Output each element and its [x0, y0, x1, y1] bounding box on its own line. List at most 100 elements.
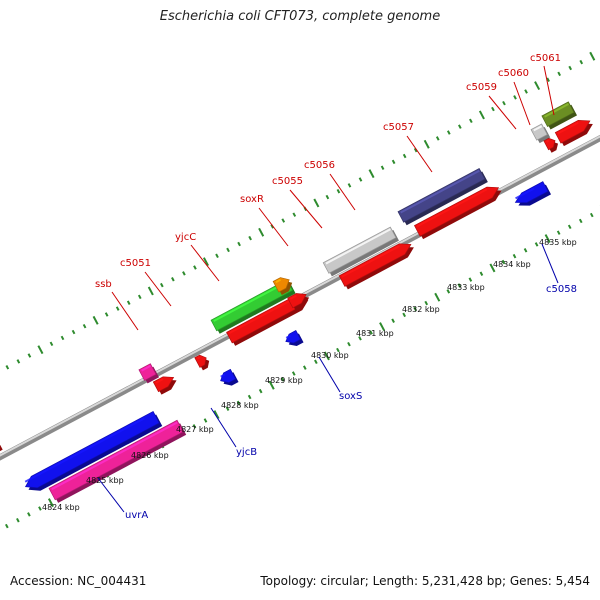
feature-highlight — [213, 281, 288, 322]
leader-line — [406, 135, 433, 173]
scale-label: 4829 kbp — [265, 376, 303, 385]
scale-label: 4834 kbp — [493, 260, 531, 269]
gene-label-yjcC: yjcC — [175, 232, 196, 243]
leader-line — [513, 81, 531, 126]
gene-yjcC — [210, 279, 296, 334]
gene-soxS — [285, 330, 304, 346]
scale-label: 4832 kbp — [402, 305, 440, 314]
tick-mark — [248, 235, 252, 241]
leader-line — [258, 207, 289, 247]
feature-highlight — [155, 378, 164, 384]
tick-mark — [226, 247, 230, 253]
tick-mark — [579, 59, 584, 65]
tick-mark — [5, 365, 10, 370]
feature-highlight — [400, 169, 480, 214]
tick-mark — [446, 130, 451, 135]
tick-mark — [47, 498, 54, 508]
feature-highlight — [325, 228, 391, 265]
feature-body — [338, 243, 412, 287]
tick-mark — [424, 300, 429, 306]
tick-mark — [303, 365, 307, 370]
tick-mark — [501, 259, 506, 265]
tick-mark — [71, 329, 76, 335]
feature-highlight — [220, 373, 226, 378]
feature-highlight — [141, 365, 151, 372]
gene-edge-left — [0, 444, 3, 452]
tick-mark — [27, 512, 31, 517]
tick-mark — [237, 241, 241, 247]
leader-line — [488, 95, 517, 130]
gene-label-c5051: c5051 — [120, 258, 151, 269]
tick-mark — [391, 318, 395, 323]
tick-mark — [557, 71, 561, 77]
tick-mark — [380, 165, 385, 170]
feature-body — [397, 167, 486, 223]
gene-c5051 — [194, 354, 210, 371]
tick-mark — [171, 277, 175, 282]
gene-label-soxS: soxS — [339, 391, 362, 402]
tick-mark — [489, 263, 496, 273]
gene-label-ssb: ssb — [95, 279, 112, 290]
gene-label-c5057: c5057 — [383, 122, 414, 133]
scale-label: 4825 kbp — [86, 476, 124, 485]
tick-mark — [213, 410, 220, 420]
tick-mark — [313, 198, 320, 208]
tick-mark — [578, 218, 583, 224]
tick-mark — [589, 212, 594, 218]
tick-mark — [523, 248, 528, 253]
tick-mark — [556, 230, 561, 235]
gene-c5058 — [514, 181, 552, 206]
tick-mark — [160, 282, 164, 288]
gene-c5057 — [397, 167, 488, 226]
feature-highlight — [515, 187, 535, 200]
leader-line — [210, 407, 237, 448]
gene-soxR-cds — [287, 293, 310, 311]
upper-tick-row — [5, 51, 596, 370]
tick-mark — [524, 89, 528, 94]
tick-mark — [402, 153, 407, 159]
gene-c5061 — [541, 101, 578, 130]
feature-body — [285, 330, 302, 344]
feature-highlight — [416, 188, 488, 228]
tick-mark — [567, 224, 572, 230]
tick-mark — [512, 253, 517, 259]
feature-highlight — [285, 334, 291, 339]
tick-mark — [268, 380, 275, 390]
gene-label-yjcB: yjcB — [236, 447, 257, 458]
gene-uvrA-cds — [48, 419, 187, 503]
tick-mark — [203, 418, 208, 423]
gene-c5061-cds — [554, 119, 593, 147]
gene-yjcB — [220, 368, 239, 386]
lower-tick-row — [5, 205, 600, 529]
tick-mark — [137, 294, 142, 300]
tick-mark — [534, 242, 539, 247]
gene-label-uvrA: uvrA — [125, 510, 148, 521]
tick-mark — [5, 523, 9, 529]
tick-mark — [379, 322, 386, 332]
tick-mark — [37, 345, 44, 355]
scale-label: 4831 kbp — [356, 329, 394, 338]
scale-label: 4835 kbp — [539, 238, 577, 247]
feature-highlight — [289, 294, 297, 300]
tick-mark — [469, 118, 473, 124]
tick-mark — [280, 377, 285, 382]
leader-line — [289, 189, 323, 229]
feature-body — [554, 119, 591, 144]
gene-label-c5055: c5055 — [272, 176, 303, 187]
tick-mark — [92, 315, 99, 325]
feature-shadow — [0, 444, 3, 452]
leader-line — [144, 271, 172, 307]
feature-highlight — [196, 356, 201, 360]
tick-mark — [491, 106, 495, 112]
gene-label-c5058: c5058 — [546, 284, 577, 295]
feature-body — [514, 181, 549, 203]
tick-mark — [27, 353, 32, 358]
gene-soxR — [272, 277, 293, 296]
leader-line — [111, 291, 139, 331]
tick-mark — [391, 159, 396, 165]
tick-mark — [478, 110, 485, 120]
tick-mark — [192, 424, 197, 429]
gene-label-soxR: soxR — [240, 194, 264, 205]
tick-mark — [49, 341, 54, 347]
